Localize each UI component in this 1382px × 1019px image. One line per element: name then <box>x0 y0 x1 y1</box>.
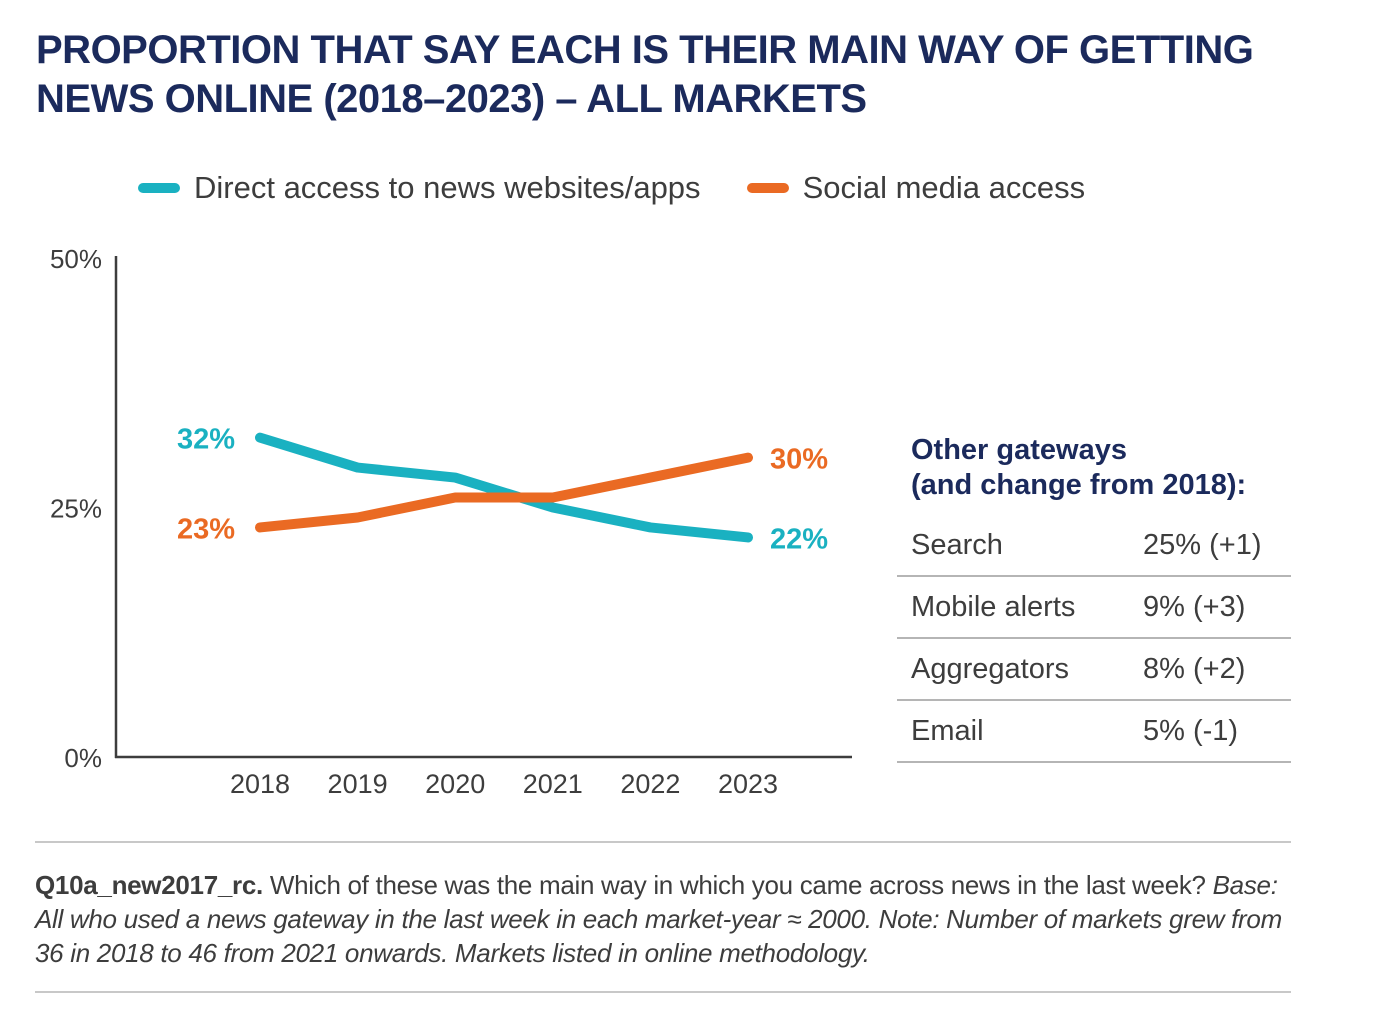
other-gateways-title: Other gateways (and change from 2018): <box>897 433 1291 503</box>
gateway-name: Aggregators <box>911 652 1069 685</box>
x-tick-label: 2023 <box>718 769 778 799</box>
line-chart: 0% 25% 50% 2018 2019 2020 2021 2022 2023 32% 22%… <box>50 244 852 799</box>
y-tick-label: 50% <box>50 244 102 274</box>
legend-label-social: Social media access <box>802 170 1086 205</box>
data-label-start: 23% <box>177 513 235 545</box>
other-gateways-title-line2: (and change from 2018): <box>911 469 1247 501</box>
y-tick-label: 25% <box>50 494 102 524</box>
gateway-row: Email 5% (-1) <box>897 701 1291 763</box>
x-tick-label: 2022 <box>620 769 680 799</box>
legend: Direct access to news websites/apps Soci… <box>138 170 1131 206</box>
x-tick-label: 2020 <box>425 769 485 799</box>
series-line-social <box>255 452 753 533</box>
data-label-end: 22% <box>770 523 828 555</box>
gateway-value: 25% (+1) <box>1143 528 1262 561</box>
chart-title: PROPORTION THAT SAY EACH IS THEIR MAIN W… <box>36 28 1254 121</box>
footnote: Q10a_new2017_rc. Which of these was the … <box>35 868 1295 970</box>
gateway-value: 8% (+2) <box>1143 652 1246 685</box>
legend-item-direct: Direct access to news websites/apps <box>138 170 701 206</box>
gateway-row: Aggregators 8% (+2) <box>897 639 1291 701</box>
other-gateways-title-line1: Other gateways <box>911 434 1127 466</box>
footnote-question: Which of these was the main way in which… <box>262 870 1213 900</box>
legend-item-social: Social media access <box>746 170 1086 206</box>
footnote-question-id: Q10a_new2017_rc. <box>35 870 263 900</box>
gateway-name: Search <box>911 528 1003 561</box>
divider-bottom <box>35 991 1291 993</box>
gateway-value: 9% (+3) <box>1143 590 1246 623</box>
gateway-name: Email <box>911 714 984 747</box>
gateway-value: 5% (-1) <box>1143 714 1239 747</box>
other-gateways-panel: Other gateways (and change from 2018): S… <box>897 433 1291 763</box>
legend-swatch-social <box>746 183 789 193</box>
gateway-name: Mobile alerts <box>911 590 1076 623</box>
x-tick-label: 2021 <box>523 769 583 799</box>
divider-top <box>35 841 1291 843</box>
data-label-end: 30% <box>770 444 828 476</box>
y-tick-label: 0% <box>64 743 102 773</box>
x-tick-label: 2018 <box>230 769 290 799</box>
x-tick-label: 2019 <box>328 769 388 799</box>
gateway-row: Search 25% (+1) <box>897 515 1291 577</box>
gateway-row: Mobile alerts 9% (+3) <box>897 577 1291 639</box>
legend-label-direct: Direct access to news websites/apps <box>194 170 701 205</box>
legend-swatch-direct <box>138 183 180 193</box>
data-label-start: 32% <box>177 424 235 456</box>
footnote-base: Base: All who used a news gateway in the… <box>35 870 1282 968</box>
